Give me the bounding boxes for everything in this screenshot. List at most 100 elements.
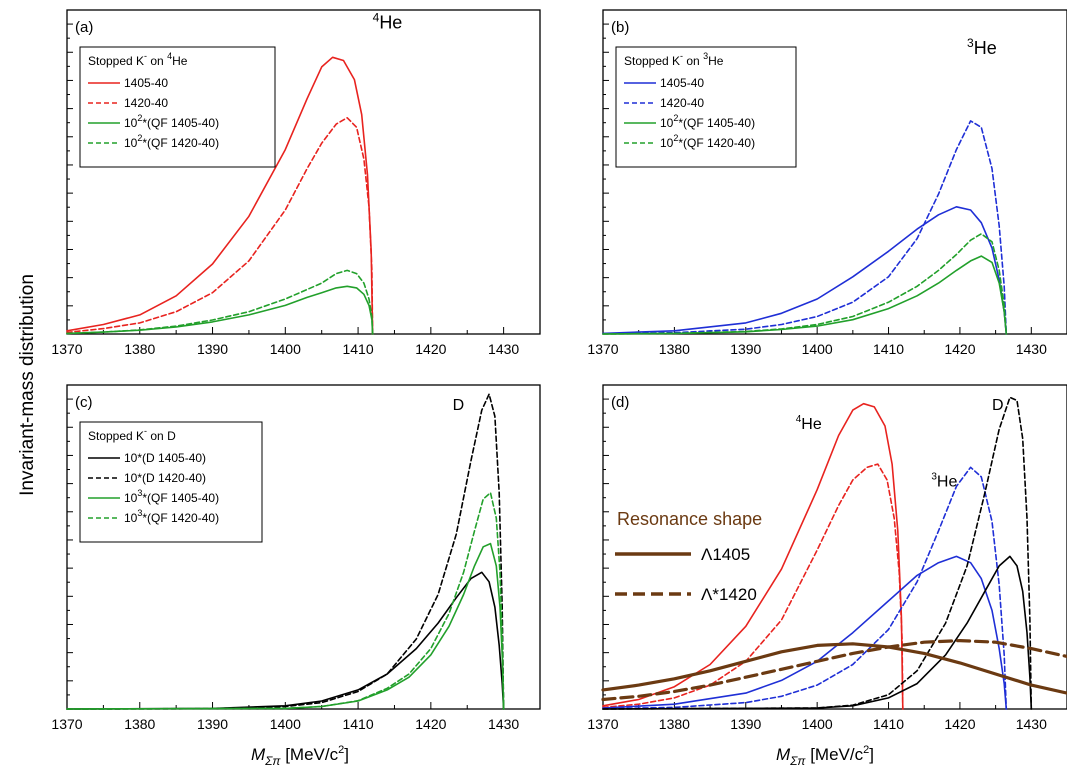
- x-axis-var-sub: Σπ: [264, 754, 281, 768]
- x-tick-label: 1410: [342, 716, 373, 732]
- x-tick-label: 1410: [342, 341, 373, 357]
- panel-a: 1370 1380 1390 1400 1410 1420 1430 (a) 4He Stoppe…: [51, 9, 541, 357]
- x-tick-label: 1370: [587, 716, 618, 732]
- x-axis-units-post: ]: [344, 745, 349, 764]
- legend-label: Λ*1420: [701, 585, 757, 604]
- x-tick-label: 1400: [270, 341, 301, 357]
- legend-label: 10*(D 1405-40): [124, 451, 206, 465]
- series-line-a-1: [66, 117, 374, 335]
- x-axis-units-pre: [MeV/c: [810, 745, 863, 764]
- plot-frame: [66, 9, 541, 335]
- curve-annotation: 3He: [931, 471, 957, 490]
- legend-label: 1405-40: [660, 76, 704, 90]
- curve-annotation: D: [992, 397, 1004, 414]
- series-line-b-3: [602, 233, 1008, 335]
- legend-label: Λ1405: [701, 545, 750, 564]
- x-tick-label: 1370: [51, 716, 82, 732]
- series-line-a-2: [66, 285, 374, 335]
- x-tick-label: 1380: [124, 716, 155, 732]
- x-tick-label: 1390: [197, 716, 228, 732]
- x-tick-label: 1390: [730, 341, 761, 357]
- series-line-d-3: [602, 466, 1008, 710]
- x-tick-label: 1420: [415, 716, 446, 732]
- x-tick-label: 1400: [802, 341, 833, 357]
- panel-label: (b): [611, 19, 629, 36]
- series-line-a-3: [66, 269, 374, 335]
- y-axis-title: Invariant-mass distribution: [17, 274, 38, 496]
- legend-label: 102*(QF 1420-40): [660, 133, 755, 150]
- series-line-c-2: [66, 542, 505, 710]
- legend-title: Resonance shape: [617, 509, 762, 529]
- series-line-d-2: [602, 555, 1008, 710]
- legend-box: [79, 46, 276, 168]
- series-line-a-0: [66, 56, 374, 335]
- series-line-d-5: [602, 396, 1033, 710]
- x-axis-units-pre: [MeV/c: [285, 745, 338, 764]
- panel-d: 1370 1380 1390 1400 1410 1420 1430 (d) 4He 3He D Re…: [587, 384, 1067, 732]
- legend-label: 102*(QF 1405-40): [660, 113, 755, 130]
- panel-label: (c): [75, 394, 93, 411]
- panel-label: (a): [75, 19, 93, 36]
- legend-label: 103*(QF 1420-40): [124, 508, 219, 525]
- legend-box: [79, 421, 263, 543]
- panel-b: 1370 1380 1390 1400 1410 1420 1430 (b) 3He Stoppe…: [587, 9, 1067, 357]
- series-line-d-7: [601, 638, 1067, 702]
- curve-annotation: D: [453, 397, 465, 414]
- legend-title: Stopped K- on D: [88, 426, 176, 443]
- legend-title: Stopped K- on 4He: [88, 51, 188, 68]
- x-axis-units-sup: 2: [338, 744, 344, 756]
- curve-annotation: 3He: [967, 36, 997, 58]
- x-tick-label: 1420: [415, 341, 446, 357]
- x-tick-label: 1380: [659, 341, 690, 357]
- series-line-c-1: [66, 393, 505, 710]
- x-tick-label: 1380: [124, 341, 155, 357]
- legend-label: 1405-40: [124, 76, 168, 90]
- x-tick-label: 1430: [488, 341, 519, 357]
- legend-title: Stopped K- on 3He: [624, 51, 724, 68]
- legend-label: 1420-40: [660, 96, 704, 110]
- series-line-c-0: [66, 571, 505, 710]
- x-axis-units-sup: 2: [863, 744, 869, 756]
- legend-box: [615, 46, 797, 168]
- legend-label: 103*(QF 1405-40): [124, 488, 219, 505]
- panel-label: (d): [611, 394, 629, 411]
- series-line-d-4: [602, 555, 1033, 710]
- legend-label: 102*(QF 1405-40): [124, 113, 219, 130]
- plot-frame: [602, 384, 1067, 710]
- x-tick-label: 1370: [51, 341, 82, 357]
- x-tick-label: 1420: [944, 716, 975, 732]
- x-tick-label: 1410: [873, 341, 904, 357]
- panels: 1370 1380 1390 1400 1410 1420 1430 (a) 4He Stoppe…: [51, 9, 1067, 732]
- x-tick-label: 1390: [730, 716, 761, 732]
- series-line-c-3: [66, 491, 505, 710]
- x-tick-label: 1400: [270, 716, 301, 732]
- x-axis-var: M: [776, 745, 791, 764]
- legend-label: 102*(QF 1420-40): [124, 133, 219, 150]
- curve-annotation: 4He: [796, 414, 822, 433]
- plot-frame: [66, 384, 541, 710]
- legend-label: 10*(D 1420-40): [124, 471, 206, 485]
- x-tick-label: 1390: [197, 341, 228, 357]
- x-axis-units-post: ]: [869, 745, 874, 764]
- series-line-b-2: [602, 255, 1008, 335]
- x-tick-label: 1430: [1016, 341, 1047, 357]
- x-axis-var-sub: Σπ: [789, 754, 806, 768]
- x-tick-label: 1400: [802, 716, 833, 732]
- x-tick-label: 1370: [587, 341, 618, 357]
- series-line-b-0: [602, 206, 1008, 335]
- x-axis-title-left: MΣπ [MeV/c2]: [251, 744, 349, 768]
- legend-label: 1420-40: [124, 96, 168, 110]
- x-axis-title-right: MΣπ [MeV/c2]: [776, 744, 874, 768]
- curve-annotation: 4He: [373, 11, 403, 33]
- series-line-d-0: [602, 402, 904, 710]
- series-line-d-6: [601, 642, 1067, 695]
- x-tick-label: 1410: [873, 716, 904, 732]
- panel-c: 1370 1380 1390 1400 1410 1420 1430 (c) D Stopped …: [51, 384, 541, 732]
- x-tick-label: 1430: [488, 716, 519, 732]
- x-axis-var: M: [251, 745, 266, 764]
- series-line-d-1: [602, 463, 904, 710]
- x-tick-label: 1430: [1016, 716, 1047, 732]
- plot-frame: [602, 9, 1067, 335]
- x-tick-label: 1420: [944, 341, 975, 357]
